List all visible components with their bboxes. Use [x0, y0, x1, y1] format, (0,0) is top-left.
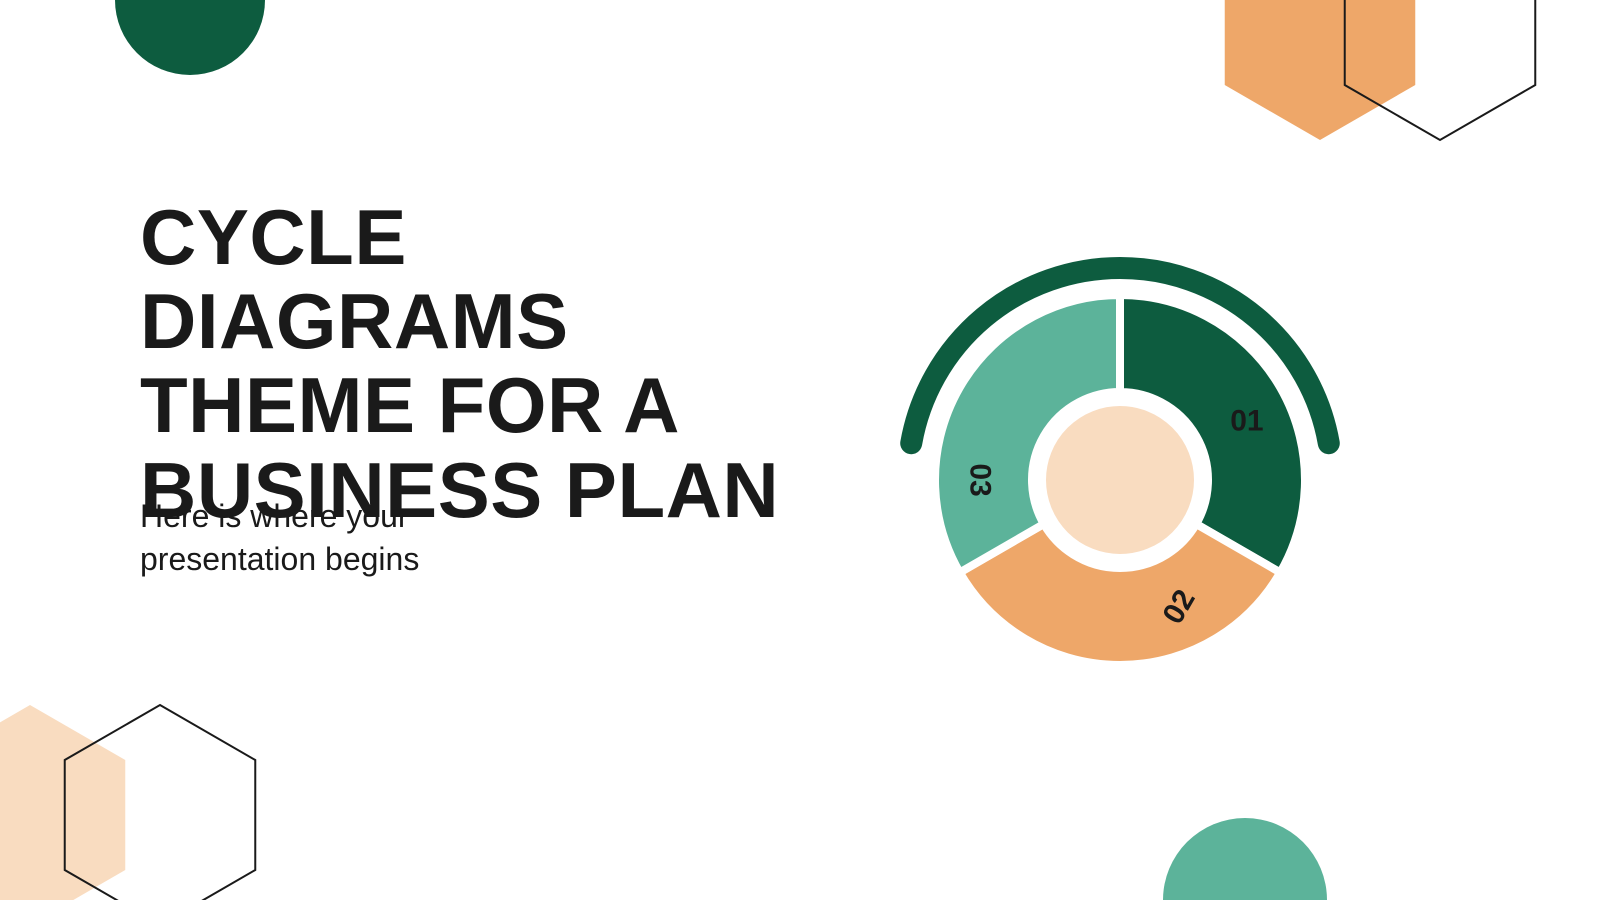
slide-canvas: CYCLE DIAGRAMS THEME FOR A BUSINESS PLAN…: [0, 0, 1600, 900]
slide-title: CYCLE DIAGRAMS THEME FOR A BUSINESS PLAN: [140, 195, 840, 532]
slide-subtitle: Here is where your presentation begins: [140, 495, 560, 581]
decoration-hex-top-right-filled: [1225, 0, 1416, 140]
cycle-segment-label-01: 01: [1230, 404, 1263, 437]
decoration-hex-bottom-left-filled: [0, 705, 125, 900]
cycle-segment-label-03: 03: [964, 463, 997, 496]
decoration-circle-top-left: [115, 0, 265, 75]
cycle-center: [1042, 402, 1198, 558]
cycle-diagram: 010203: [860, 220, 1380, 740]
decoration-circle-bottom-right: [1163, 818, 1327, 900]
